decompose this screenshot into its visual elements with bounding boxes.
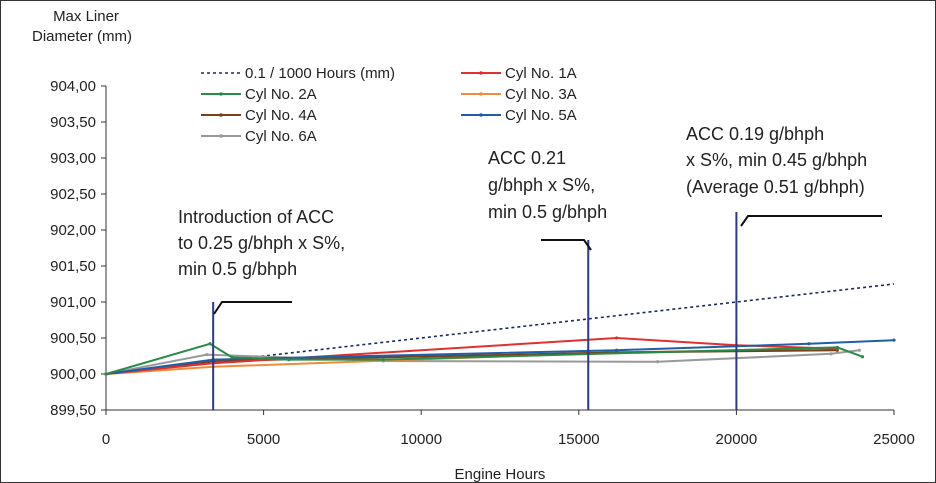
x-tick-label: 20000	[716, 431, 758, 448]
annotation-2: ACC 0.21 g/bhph x S%, min 0.5 g/bhph	[488, 148, 607, 251]
data-point	[615, 336, 619, 340]
data-point	[829, 352, 833, 356]
legend-label: Cyl No. 4A	[245, 107, 317, 124]
data-point	[807, 342, 811, 346]
annotation-3-line-2: x S%, min 0.45 g/bhph	[686, 150, 867, 170]
series-line-6	[105, 349, 860, 375]
legend-marker	[219, 92, 223, 96]
annotation-3: ACC 0.19 g/bhph x S%, min 0.45 g/bhph (A…	[686, 124, 882, 227]
data-point	[892, 338, 896, 342]
data-point	[615, 348, 619, 352]
y-tick-label: 899,50	[50, 402, 96, 419]
plot-area	[104, 86, 896, 411]
annotation-1: Introduction of ACC to 0.25 g/bhph x S%,…	[178, 207, 345, 315]
annotation-1-line-2: to 0.25 g/bhph x S%,	[178, 233, 345, 253]
data-point	[381, 358, 385, 362]
legend-marker	[219, 134, 223, 138]
data-point	[857, 348, 861, 352]
data-point	[287, 358, 291, 362]
legend-label: Cyl No. 5A	[505, 107, 577, 124]
data-point	[208, 342, 212, 346]
y-tick-label: 903,50	[50, 114, 96, 131]
data-point	[205, 352, 209, 357]
y-tick-label: 903,00	[50, 150, 96, 167]
annotation-2-line-1: ACC 0.21	[488, 148, 566, 168]
y-tick-label: 902,00	[50, 222, 96, 239]
y-axis-title-line-2: Diameter (mm)	[32, 28, 132, 45]
legend-label: 0.1 / 1000 Hours (mm)	[245, 65, 395, 82]
legend-label: Cyl No. 6A	[245, 128, 317, 145]
x-tick-label: 25000	[873, 431, 915, 448]
annotation-3-pointer	[740, 215, 882, 227]
data-point	[835, 345, 839, 349]
legend-label: Cyl No. 2A	[245, 86, 317, 103]
x-tick-label: 15000	[558, 431, 600, 448]
data-point	[656, 360, 660, 364]
legend-marker	[219, 113, 223, 117]
legend: 0.1 / 1000 Hours (mm) Cyl No. 1A Cyl No. 2…	[201, 65, 577, 145]
x-axis-ticks: 0 5000 10000 15000 20000 25000	[102, 410, 915, 448]
y-axis-ticks: 899,50 900,00 900,50 901,00 901,50 902,00 902,…	[50, 78, 106, 419]
series-layer	[104, 283, 896, 376]
legend-marker	[479, 113, 483, 117]
legend-marker	[479, 71, 483, 75]
y-tick-label: 902,50	[50, 186, 96, 203]
x-tick-label: 0	[102, 431, 110, 448]
y-tick-label: 901,50	[50, 258, 96, 275]
x-tick-label: 10000	[400, 431, 442, 448]
legend-label: Cyl No. 1A	[505, 65, 577, 82]
vertical-marker-layer	[212, 212, 738, 410]
data-point	[860, 355, 865, 359]
legend-label: Cyl No. 3A	[505, 86, 577, 103]
annotation-1-line-1: Introduction of ACC	[178, 207, 334, 227]
y-tick-label: 900,50	[50, 330, 96, 347]
data-point	[230, 355, 234, 360]
x-tick-label: 5000	[247, 431, 280, 448]
annotation-3-line-3: (Average 0.51 g/bhph)	[686, 177, 865, 197]
y-tick-label: 900,00	[50, 366, 96, 383]
annotation-1-line-3: min 0.5 g/bhph	[178, 259, 297, 279]
x-axis-title: Engine Hours	[455, 466, 546, 483]
annotation-3-line-1: ACC 0.19 g/bhph	[686, 124, 824, 144]
legend-marker	[479, 92, 483, 96]
y-tick-label: 901,00	[50, 294, 96, 311]
y-axis-title-line-1: Max Liner	[53, 8, 119, 25]
annotation-2-line-2: g/bhph x S%,	[488, 175, 595, 195]
y-tick-label: 904,00	[50, 78, 96, 95]
data-point	[104, 372, 108, 376]
annotation-1-pointer	[213, 301, 292, 315]
annotation-2-line-3: min 0.5 g/bhph	[488, 202, 607, 222]
annotation-2-pointer	[541, 239, 592, 251]
